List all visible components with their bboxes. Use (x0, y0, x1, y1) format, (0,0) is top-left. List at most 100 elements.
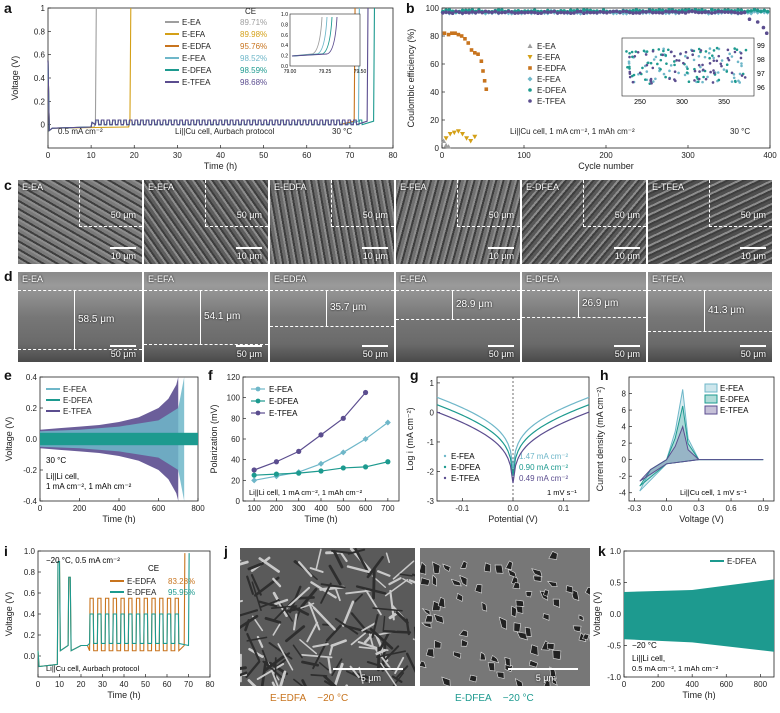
x-tick-label: 10 (87, 151, 96, 160)
data-point-E-TFEA (509, 10, 514, 14)
inset-point (684, 50, 688, 54)
sem-d-scale: 50 μm (236, 349, 262, 359)
legend-title: CE (148, 564, 159, 573)
y-tick-label: 0.2 (34, 97, 46, 106)
inset-point (739, 51, 743, 55)
data-point-E-TFEA (529, 10, 534, 14)
inset-y-tick-label: 96 (757, 85, 765, 92)
dendrite-strand (246, 575, 254, 595)
inset-point (730, 71, 734, 75)
data-point-E-TFEA (444, 10, 448, 14)
data-point-E-TFEA (637, 11, 642, 15)
data-point-E-TFEA (605, 10, 609, 15)
dendrite-strand (272, 577, 282, 588)
data-point-E-DFEA (759, 9, 763, 14)
data-point-E-EA (443, 142, 449, 148)
legend-label-E-EA: E-EA (537, 42, 556, 51)
legend-marker-E-TFEA (255, 410, 261, 416)
surface-pit (578, 614, 584, 622)
data-point-E-TFEA (493, 9, 498, 14)
inset-point (712, 59, 716, 62)
sem-j-left-caption-name: E-EDFA (270, 693, 307, 704)
surface-pit (490, 654, 500, 664)
sem-d-bottom-boundary (18, 349, 142, 350)
dendrite-strand (405, 652, 415, 674)
dendrite-strand (375, 648, 387, 656)
x-tick-label: 800 (191, 504, 205, 513)
dendrite-strand (320, 583, 346, 589)
inset-frame (289, 13, 361, 67)
x-axis-label: Potential (V) (488, 514, 538, 524)
surface-pit (421, 622, 432, 629)
data-point-E-TFEA (473, 10, 478, 15)
inset-point (701, 80, 704, 84)
annotation-cell: Li||Cu cell, 1 mV s⁻¹ (680, 488, 747, 497)
dendrite-strand (297, 596, 315, 600)
y-tick-label: 0.4 (26, 373, 38, 382)
y-tick-label: 20 (231, 476, 240, 485)
data-point-E-TFEA (539, 11, 544, 15)
dendrite-strand (279, 670, 287, 686)
dendrite-strand (380, 662, 398, 686)
sem-d-label: E-EA (22, 274, 44, 284)
inset-point (628, 75, 632, 79)
legend-label-E-DFEA: E-DFEA (269, 397, 299, 406)
annotation-cell: Li||Cu cell, Aurbach protocol (46, 664, 139, 673)
dendrite-strand (328, 564, 342, 586)
data-point-E-TFEA (568, 11, 573, 15)
surface-pit (546, 642, 555, 650)
surface-pit (504, 657, 511, 667)
panel-label-k: k (598, 543, 606, 559)
sem-d-top-boundary (144, 290, 268, 291)
plot-frame (628, 376, 775, 502)
sem-d-bottom-boundary (648, 331, 772, 332)
dendrite-strand (286, 586, 311, 609)
chart-b: 0 100 200 300 400 0 20 40 60 80 100 Cycle number Cou… (406, 4, 777, 171)
ce-value-E-EDFA: 83.28% (168, 577, 195, 586)
x-tick-label: 300 (292, 504, 306, 513)
sem-d-thickness: 28.9 μm (456, 298, 493, 310)
data-point-E-TFEA (340, 415, 346, 421)
surface-pit (533, 575, 542, 582)
y-tick-label: 0.0 (24, 652, 36, 661)
data-point-E-TFEA (463, 10, 468, 15)
x-tick-label: 400 (763, 151, 777, 160)
legend-label-E-FEA: E-FEA (537, 75, 561, 84)
sem-j-right-scale: 5 μm (535, 673, 556, 683)
dendrite-strand (325, 624, 342, 642)
y-axis-label: Voltage (V) (592, 592, 602, 637)
dendrite-strand (247, 679, 257, 686)
data-point-E-DFEA (752, 7, 757, 12)
data-point-E-TFEA (490, 10, 494, 15)
series-band-E-DFEA (40, 432, 198, 446)
surface-pit (582, 633, 590, 641)
data-point-E-TFEA (447, 10, 452, 15)
x-axis-label: Voltage (V) (679, 514, 724, 524)
sem-j-right-caption-name: E-DFEA (455, 693, 492, 704)
surface-pit (474, 584, 483, 594)
data-point-E-EDFA (528, 66, 532, 70)
x-tick-label: 400 (314, 504, 328, 513)
surface-pit (552, 598, 560, 608)
inset-point (673, 63, 676, 67)
sem-d-E-TFEA: 41.3 μm E-TFEA 50 μm (648, 272, 772, 362)
data-point-E-EDFA (463, 37, 467, 41)
inset-point (669, 64, 673, 67)
dendrite-strand (258, 557, 280, 573)
dendrite-strand (394, 656, 405, 675)
plot-frame (242, 376, 400, 502)
x-tick-label: 40 (216, 151, 225, 160)
surface-pit (565, 585, 574, 594)
sem-c-label: E-DFEA (526, 182, 560, 192)
data-point-E-TFEA (588, 10, 593, 15)
data-point-E-EDFA (459, 34, 464, 38)
legend-swatch-E-DFEA (704, 394, 718, 404)
sem-c-scale-bar (110, 247, 136, 249)
data-point-E-TFEA (598, 9, 603, 14)
dendrite-strand (270, 605, 298, 609)
data-point-E-DFEA (765, 9, 770, 14)
inset-point (633, 54, 637, 58)
surface-pit (585, 586, 590, 596)
data-point-E-EDFA (442, 31, 447, 35)
inset-point (677, 59, 681, 62)
